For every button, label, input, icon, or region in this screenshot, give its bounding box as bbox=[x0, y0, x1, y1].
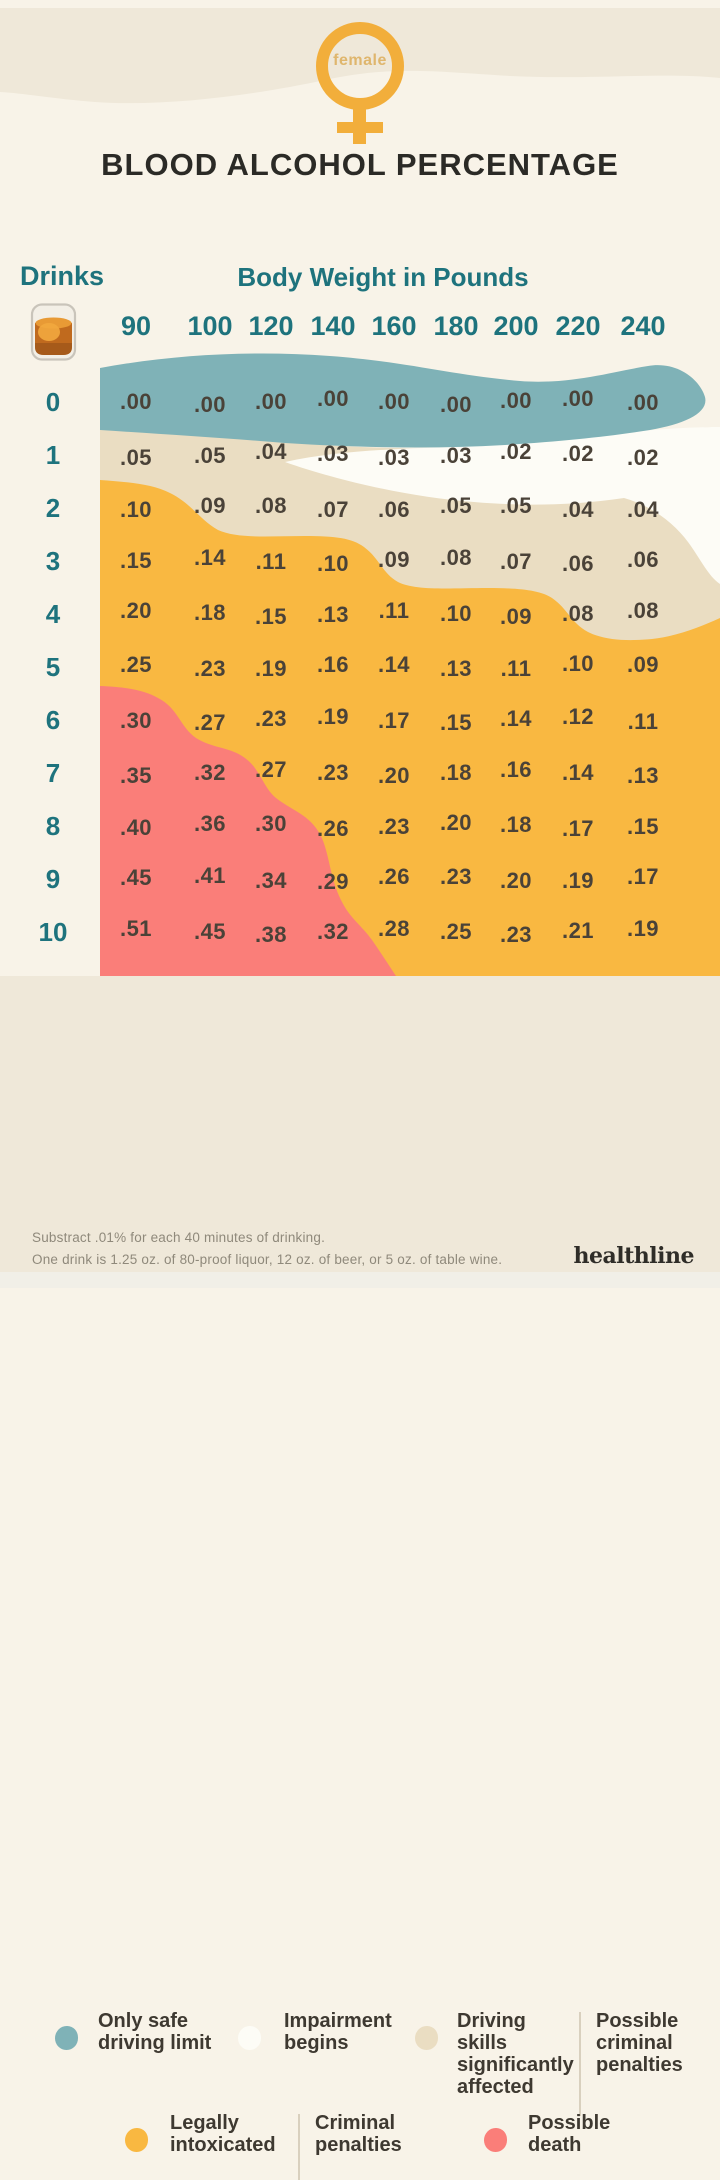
weight-column-header: 220 bbox=[555, 311, 601, 341]
legend-panel: Only safe driving limit Impairment begin… bbox=[0, 976, 720, 2180]
zone-impairment-begins bbox=[285, 427, 720, 584]
legend-divider bbox=[579, 2012, 581, 2116]
drinks-count-label: 7 bbox=[45, 758, 61, 788]
teal-dot-icon bbox=[55, 2026, 78, 2050]
drinks-count-label: 2 bbox=[45, 493, 61, 523]
weight-column-header: 120 bbox=[248, 311, 294, 341]
white-dot-icon bbox=[238, 2026, 261, 2050]
drinks-count-label: 0 bbox=[45, 387, 61, 417]
drinks-count-label: 8 bbox=[45, 811, 61, 841]
weight-column-header: 240 bbox=[620, 311, 666, 341]
weight-column-header: 200 bbox=[493, 311, 539, 341]
healthline-logo: healthline bbox=[573, 1243, 695, 1269]
legend-label: Legally intoxicated bbox=[170, 2112, 276, 2156]
weight-column-header: 160 bbox=[371, 311, 417, 341]
legend-label: Possible death bbox=[528, 2112, 611, 2156]
legend-item-safe: Only safe driving limit bbox=[55, 2010, 216, 2054]
drinks-count-label: 3 bbox=[45, 546, 61, 576]
drinks-count-label: 1 bbox=[45, 440, 61, 470]
drinks-count-label: 9 bbox=[45, 864, 61, 894]
legend-extra-label: Possible criminal penalties bbox=[596, 2010, 683, 2076]
legend-label: Only safe driving limit bbox=[98, 2010, 212, 2054]
legend-item-driving-skills: Driving skills significantly affected Po… bbox=[415, 2010, 696, 2116]
zone-possible-death bbox=[100, 686, 396, 976]
drinks-count-label: 5 bbox=[45, 652, 61, 682]
legend-item-legally-intoxicated: Legally intoxicated Criminal penalties bbox=[125, 2112, 420, 2180]
legend-item-possible-death: Possible death bbox=[484, 2112, 638, 2156]
legend-label: Driving skills significantly affected bbox=[457, 2010, 574, 2098]
page-title: BLOOD ALCOHOL PERCENTAGE bbox=[101, 147, 619, 182]
legend-divider bbox=[298, 2114, 300, 2180]
female-symbol-icon bbox=[316, 22, 404, 144]
legend-extra-label: Criminal penalties bbox=[315, 2112, 402, 2156]
legend-item-impairment: Impairment begins bbox=[238, 2010, 414, 2054]
tan-dot-icon bbox=[415, 2026, 438, 2050]
weight-column-header: 140 bbox=[310, 311, 356, 341]
drinks-count-label: 4 bbox=[45, 599, 61, 629]
top-wave-decoration bbox=[0, 8, 720, 104]
weight-column-header: 180 bbox=[433, 311, 479, 341]
footnote-line-1: Substract .01% for each 40 minutes of dr… bbox=[32, 1230, 326, 1245]
red-dot-icon bbox=[484, 2128, 507, 2152]
footnote-line-2: One drink is 1.25 oz. of 80-proof liquor… bbox=[32, 1252, 503, 1267]
weight-column-header: 90 bbox=[120, 311, 152, 341]
weights-header-row: 90 100 120 140 160 180 200 220 240 bbox=[0, 311, 720, 343]
drinks-column-header: Drinks bbox=[20, 261, 105, 291]
drinks-count-label: 10 bbox=[38, 917, 68, 947]
female-label: female bbox=[333, 52, 387, 69]
bac-zones-background bbox=[100, 353, 720, 976]
body-weight-header: Body Weight in Pounds bbox=[237, 262, 529, 292]
weight-column-header: 100 bbox=[187, 311, 233, 341]
legend-label: Impairment begins bbox=[284, 2010, 392, 2054]
zone-safe-driving bbox=[100, 353, 706, 448]
orange-dot-icon bbox=[125, 2128, 148, 2152]
bottom-strip bbox=[0, 1272, 720, 1288]
drinks-count-label: 6 bbox=[45, 705, 61, 735]
tumbler-glass-icon bbox=[30, 303, 77, 361]
